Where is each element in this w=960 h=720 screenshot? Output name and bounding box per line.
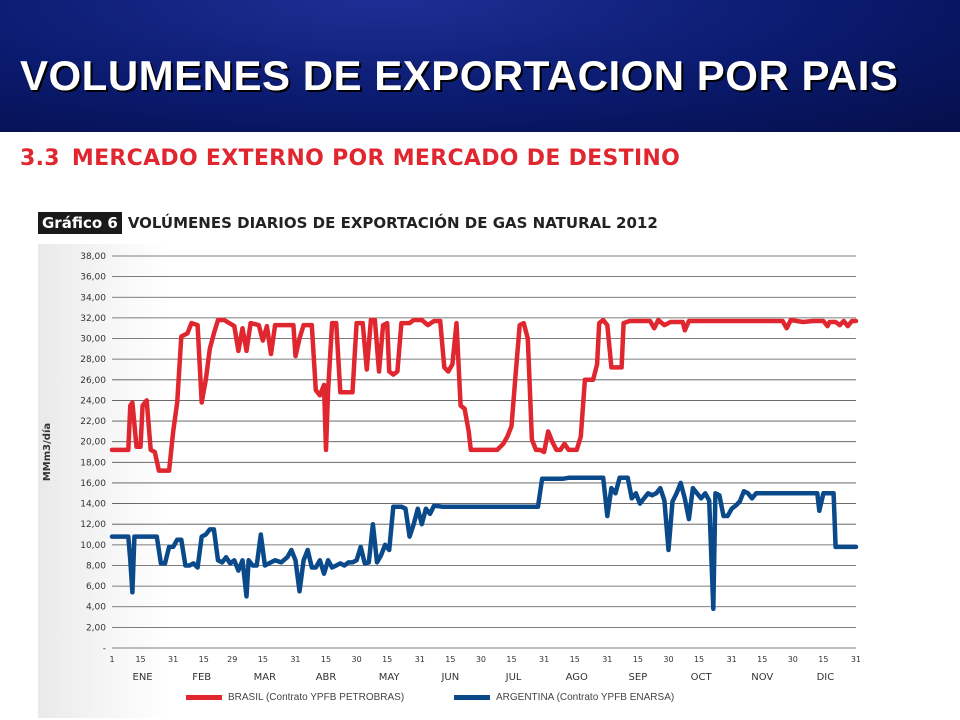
x-tick-label: 31 [727, 655, 737, 664]
x-tick-label: 31 [290, 655, 300, 664]
y-tick-label: 10,00 [80, 541, 106, 551]
x-tick-label: 31 [415, 655, 425, 664]
month-label: SEP [629, 672, 648, 683]
legend-swatch-brasil [186, 694, 222, 700]
slide-header: VOLUMENES DE EXPORTACION POR PAIS [0, 0, 960, 132]
x-tick-label: 15 [199, 655, 209, 664]
month-label: JUN [440, 672, 459, 683]
x-tick-label: 31 [539, 655, 549, 664]
month-label: NOV [751, 672, 773, 683]
chart-caption-label: Gráfico 6 [38, 212, 122, 234]
section-number: 3.3 [20, 146, 60, 171]
x-tick-label: 30 [352, 655, 362, 664]
x-tick-label: 30 [788, 655, 798, 664]
month-label: AGO [566, 672, 588, 683]
x-tick-label: 15 [818, 655, 828, 664]
export-volume-chart: - 2,00 4,00 6,00 8,00 10,00 12,00 14,00 16,00 18,… [41, 252, 860, 683]
x-tick-label: 29 [227, 655, 237, 664]
month-label: MAY [379, 672, 401, 683]
month-label: FEB [192, 672, 211, 683]
y-tick-label: 32,00 [80, 314, 106, 324]
chart-caption: Gráfico 6 VOLÚMENES DIARIOS DE EXPORTACIÓ… [38, 212, 658, 234]
x-tick-label: 15 [321, 655, 331, 664]
y-tick-label: 16,00 [80, 479, 106, 489]
x-tick-label: 15 [694, 655, 704, 664]
x-tick-label: 15 [445, 655, 455, 664]
month-labels: ENE FEB MAR ABR MAY JUN JUL AGO SEP OCT NOV DIC [133, 672, 835, 683]
y-tick-label: 24,00 [80, 396, 106, 406]
y-tick-label: 18,00 [80, 458, 106, 468]
y-tick-label: 22,00 [80, 417, 106, 427]
y-tick-label: 2,00 [86, 623, 106, 633]
chart-series [109, 317, 859, 612]
month-label: MAR [254, 672, 276, 683]
y-axis-label: MMm3/día [41, 423, 53, 481]
y-tick-label: 14,00 [80, 500, 106, 510]
y-tick-label: 36,00 [80, 273, 106, 283]
y-tick-label: 28,00 [80, 355, 106, 365]
month-label: ABR [316, 672, 337, 683]
legend-item-brasil: BRASIL (Contrato YPFB PETROBRAS) [186, 692, 404, 703]
y-tick-labels: - 2,00 4,00 6,00 8,00 10,00 12,00 14,00 16,00 18,… [80, 252, 106, 654]
chart-grid [112, 255, 856, 649]
y-tick-label: - [103, 644, 106, 654]
section-title: MERCADO EXTERNO POR MERCADO DE DESTINO [71, 146, 681, 171]
y-tick-label: 6,00 [86, 582, 106, 592]
legend-swatch-argentina [454, 694, 490, 700]
x-tick-label: 31 [168, 655, 178, 664]
month-label: DIC [817, 672, 835, 683]
y-tick-label: 20,00 [80, 438, 106, 448]
legend-item-argentina: ARGENTINA (Contrato YPFB ENARSA) [454, 692, 674, 703]
x-tick-label: 15 [135, 655, 145, 664]
y-tick-label: 12,00 [80, 520, 106, 530]
slide-title: VOLUMENES DE EXPORTACION POR PAIS [20, 52, 899, 99]
legend-label-brasil: BRASIL (Contrato YPFB PETROBRAS) [228, 692, 405, 703]
x-tick-label: 1 [109, 655, 114, 664]
y-tick-label: 8,00 [86, 561, 106, 571]
section-heading: 3.3 MERCADO EXTERNO POR MERCADO DE DESTIN… [20, 146, 680, 171]
month-label: OCT [691, 672, 713, 683]
x-tick-label: 15 [570, 655, 580, 664]
y-tick-label: 4,00 [86, 603, 106, 613]
x-tick-label: 15 [633, 655, 643, 664]
legend-label-argentina: ARGENTINA (Contrato YPFB ENARSA) [496, 692, 675, 703]
x-tick-label: 15 [757, 655, 767, 664]
y-tick-label: 30,00 [80, 335, 106, 345]
x-tick-label: 31 [602, 655, 612, 664]
x-tick-label: 30 [663, 655, 673, 664]
y-tick-label: 26,00 [80, 376, 106, 386]
y-tick-label: 34,00 [80, 293, 106, 303]
chart-caption-title: VOLÚMENES DIARIOS DE EXPORTACIÓN DE GAS … [127, 214, 658, 232]
month-label: JUL [505, 672, 522, 683]
series-line-argentina [109, 475, 859, 612]
x-tick-label: 15 [506, 655, 516, 664]
x-tick-label: 30 [476, 655, 486, 664]
month-label: ENE [133, 672, 153, 683]
series-line-brasil [109, 317, 859, 473]
x-tick-label: 15 [382, 655, 392, 664]
x-tick-label: 31 [851, 655, 860, 664]
x-tick-label: 15 [258, 655, 268, 664]
x-tick-labels: 1 15 31 15 29 15 31 15 30 15 31 15 30 15 31 15 31 15 30 15 3… [109, 655, 860, 664]
y-tick-label: 38,00 [80, 252, 106, 262]
